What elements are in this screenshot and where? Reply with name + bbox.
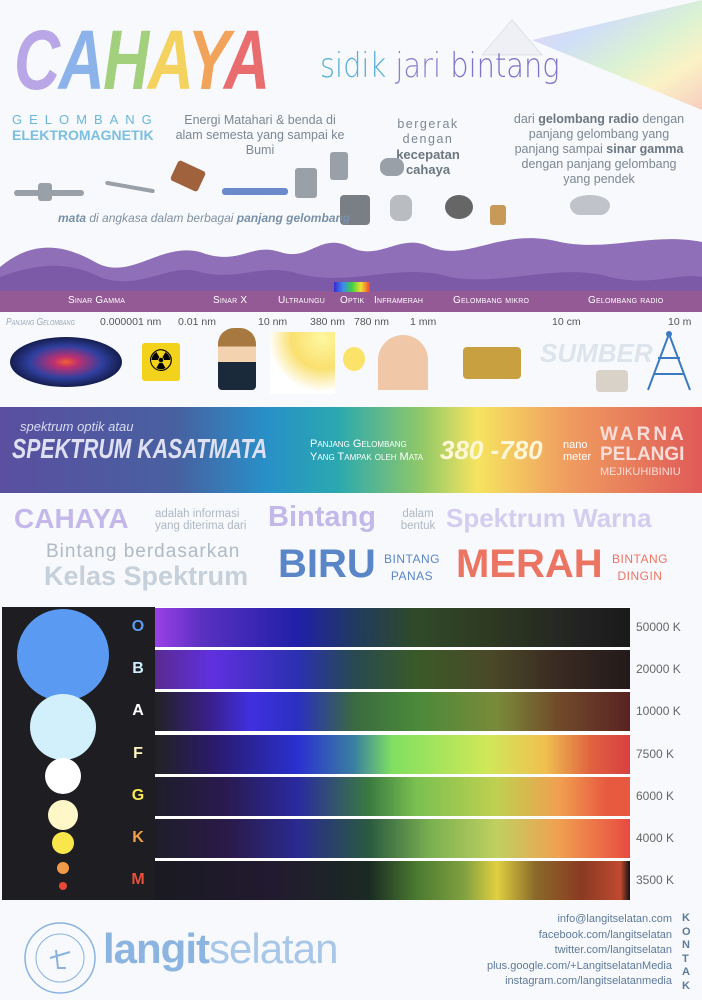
wl-value: 0.01 nm [178, 316, 216, 328]
rainbow-text: WARNA PELANGI MEJIKUHIBINIU [600, 424, 687, 479]
band-microwave: Gelombang mikro [453, 295, 530, 306]
class-label-F: F [133, 744, 143, 762]
visible-big-text: SPEKTRUM KASATMATA [12, 433, 268, 464]
statement-hot: BINTANG PANAS [384, 552, 440, 583]
spectrum-M [155, 861, 630, 901]
langitselatan-seal-logo [24, 922, 96, 994]
spectrum-B [155, 650, 630, 690]
temperature-F: 7500 K [636, 746, 675, 761]
visible-small-text: spektrum optik atau [20, 419, 134, 434]
xray-person-icon [218, 328, 256, 390]
brand-wordmark: langitselatan [103, 925, 338, 972]
radio-icon [596, 370, 628, 392]
class-label-G: G [131, 786, 145, 804]
temperature-K: 4000 K [636, 831, 675, 845]
temperature-M: 3500 K [636, 873, 675, 888]
sources-label: SUMBER [540, 338, 653, 368]
visible-unit: nano meter [563, 439, 592, 463]
wl-value: 10 nm [258, 316, 288, 328]
lightbulb-icon [343, 347, 365, 371]
microwave-icon [463, 347, 521, 379]
wl-value: 780 nm [354, 316, 390, 328]
electromagnetic-wave-illustration [0, 238, 702, 294]
band-ultraviolet: Ultraungu [278, 295, 326, 306]
visible-range: 380 -780 [440, 435, 543, 465]
class-label-M: M [131, 871, 145, 889]
em-heading: GELOMBANG ELEKTROMAGNETIK [12, 112, 159, 143]
star-M [59, 882, 67, 890]
wl-value: 10 cm [552, 316, 581, 328]
range-text: dari gelombang radio dengan panjang gelo… [513, 112, 685, 186]
class-label-K: K [132, 829, 144, 846]
statement-spektrum: Spektrum Warna [446, 503, 652, 533]
contact-twitter[interactable]: twitter.com/langitselatan [554, 944, 672, 956]
woman-sun-icon [270, 332, 335, 394]
contact-googleplus[interactable]: plus.google.com/+LangitselatanMedia [487, 959, 672, 972]
temperature-G: 6000 K [636, 788, 675, 803]
wl-value: 380 nm [310, 316, 346, 328]
temperature-B: 20000 K [636, 662, 681, 677]
class-label-O: O [131, 618, 145, 635]
band-xray: Sinar X [213, 295, 248, 306]
statement-berdasarkan: Bintang berdasarkan [46, 541, 241, 562]
spectrum-K [155, 819, 630, 858]
contact-list: info@langitselatan.com facebook.com/lang… [487, 912, 672, 990]
spectrum-A [155, 692, 630, 732]
class-label-A: A [132, 702, 144, 720]
visible-desc: Panjang Gelombang Yang Tampak oleh Mata [310, 438, 424, 463]
statement-info: adalah informasi yang diterima dari [155, 508, 247, 532]
statement-cool: BINTANG DINGIN [612, 552, 668, 583]
statement-kelas: Kelas Spektrum [44, 561, 249, 591]
star-B [30, 694, 96, 760]
statement-merah: MERAH [456, 542, 603, 586]
star-G [52, 832, 74, 854]
statement-dalam: dalam bentuk [400, 508, 436, 532]
energy-text: Energi Matahari & benda di alam semesta … [175, 113, 345, 157]
radiation-icon: ☢ [142, 343, 180, 381]
band-radio: Gelombang radio [588, 295, 664, 306]
wl-value: 0.000001 nm [100, 316, 162, 328]
star-O [17, 609, 109, 701]
band-infrared: Inframerah [374, 295, 424, 306]
temperature-O: 50000 K [636, 620, 681, 634]
wl-value: 1 mm [410, 316, 437, 328]
contact-email[interactable]: info@langitselatan.com [557, 913, 672, 925]
radio-tower-icon [647, 331, 691, 391]
star-A [45, 758, 81, 794]
wl-value: 10 m [668, 316, 692, 328]
band-optical: Optik [340, 295, 365, 306]
spectrum-G [155, 776, 630, 816]
statement-biru: BIRU [278, 542, 376, 586]
statement-bintang: Bintang [268, 501, 376, 533]
page-title: CAHAYA [14, 13, 270, 107]
speed-text: bergerak dengan kecepatan cahaya [396, 117, 460, 177]
galaxy-icon [10, 337, 122, 387]
wavelength-label: Panjang Gelombang [6, 316, 75, 328]
class-label-B: B [132, 660, 144, 678]
kontak-label: KONTAK [682, 912, 691, 992]
subtitle: sidik jari bintang [320, 46, 560, 86]
eyes-text: mata di angkasa dalam berbagai panjang g… [58, 211, 351, 225]
spectrum-O [155, 608, 630, 647]
band-gamma: Sinar Gamma [68, 295, 126, 306]
contact-facebook[interactable]: facebook.com/langitselatan [538, 928, 672, 941]
temperature-A: 10000 K [636, 704, 681, 719]
heater-icon [378, 335, 428, 390]
star-K [57, 862, 69, 874]
optical-rainbow-swatch [334, 282, 370, 292]
visible-spectrum-banner: spektrum optik atau SPEKTRUM KASATMATA P… [0, 407, 702, 493]
contact-instagram[interactable]: instagram.com/langitselatanmedia [505, 975, 672, 987]
star-F [48, 800, 78, 830]
spectrum-F [155, 734, 630, 774]
prism-rainbow-illustration [482, 0, 702, 110]
em-band-bar [0, 291, 702, 312]
statement-cahaya: CAHAYA [14, 503, 129, 534]
